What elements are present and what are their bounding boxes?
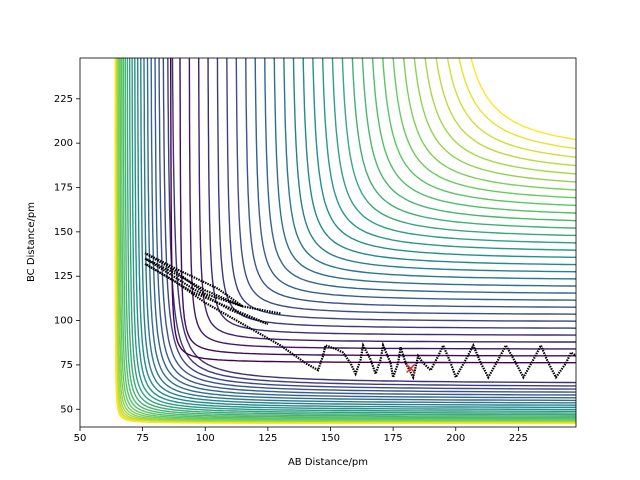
y-axis-label: BC Distance/pm <box>26 202 37 282</box>
contour-line <box>119 58 576 421</box>
x-tick-label: 225 <box>509 433 528 444</box>
contour-line <box>470 58 576 141</box>
y-tick-label: 200 <box>54 138 73 149</box>
contour-line <box>114 58 576 424</box>
contour-line <box>118 58 576 422</box>
contour-line <box>435 58 576 167</box>
contour-line <box>167 58 576 387</box>
contour-line <box>131 58 576 412</box>
contour-line <box>216 58 576 329</box>
contour-line <box>146 58 576 402</box>
contour-line <box>154 58 576 396</box>
contour-line <box>341 58 576 237</box>
contour-line <box>321 58 576 251</box>
contour-line <box>170 58 576 364</box>
contour-line <box>292 58 576 273</box>
contour-line <box>124 58 576 417</box>
marker-cross <box>406 363 416 373</box>
x-tick-label: 175 <box>384 433 403 444</box>
contour-line <box>121 58 576 420</box>
contour-line <box>446 58 576 158</box>
contour-line <box>158 58 576 393</box>
contour-line <box>140 58 576 406</box>
contour-line <box>402 58 576 191</box>
contour-line <box>273 58 576 287</box>
contour-line <box>162 58 576 390</box>
contour-line <box>245 58 576 308</box>
contour-line <box>361 58 576 222</box>
contour-line <box>198 58 576 343</box>
contour-line <box>117 58 576 423</box>
y-tick-label: 150 <box>54 227 73 238</box>
y-tick-label: 50 <box>60 404 73 415</box>
contour-line <box>424 58 576 175</box>
trajectory-layer <box>144 252 576 382</box>
contour-line <box>312 58 576 259</box>
contour-line <box>128 58 576 414</box>
contour-line <box>382 58 576 207</box>
contour-line <box>458 58 576 150</box>
contour-line <box>126 58 576 416</box>
x-tick-label: 50 <box>74 433 87 444</box>
x-tick-label: 125 <box>258 433 277 444</box>
contour-line <box>150 58 576 399</box>
x-tick-label: 200 <box>446 433 465 444</box>
contour-line <box>351 58 576 229</box>
contour-line <box>115 58 576 424</box>
contour-line <box>171 58 576 384</box>
contour-line <box>143 58 576 404</box>
contour-line <box>235 58 576 315</box>
contour-line <box>114 58 576 425</box>
contour-line <box>122 58 576 419</box>
contour-line <box>116 58 576 423</box>
y-tick-label: 175 <box>54 183 73 194</box>
contour-line <box>264 58 576 294</box>
y-tick-label: 100 <box>54 316 73 327</box>
contour-lines <box>114 58 576 425</box>
contour-line <box>207 58 576 336</box>
plot-frame <box>79 57 577 428</box>
marker <box>406 363 416 373</box>
contour-line <box>371 58 576 214</box>
y-tick-label: 125 <box>54 271 73 282</box>
contour-line <box>392 58 576 199</box>
x-tick-label: 100 <box>196 433 215 444</box>
x-axis-label: AB Distance/pm <box>288 457 368 468</box>
y-tick-label: 225 <box>54 94 73 105</box>
contour-line <box>134 58 576 411</box>
trajectory-line <box>144 252 576 382</box>
contour-line <box>302 58 576 266</box>
contour-line <box>136 58 576 408</box>
contour-line <box>226 58 576 322</box>
contour-line <box>254 58 576 301</box>
contour-line <box>413 58 576 183</box>
contour-line <box>179 58 576 357</box>
contour-line <box>283 58 576 280</box>
x-tick-label: 150 <box>321 433 340 444</box>
contour-line <box>188 58 576 350</box>
y-tick-label: 75 <box>60 360 73 371</box>
x-tick-label: 75 <box>136 433 149 444</box>
contour-line <box>331 58 576 244</box>
